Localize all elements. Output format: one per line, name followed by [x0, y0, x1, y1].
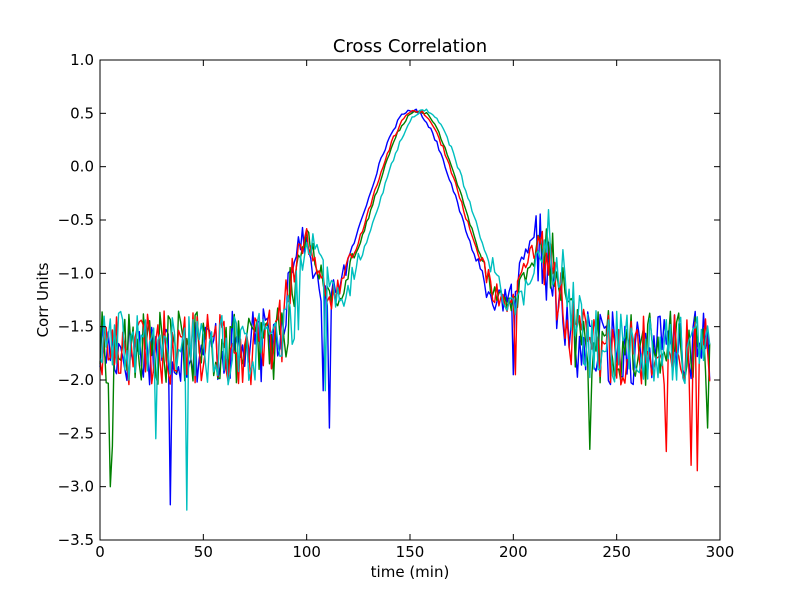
x-tick-label: 200	[499, 543, 528, 561]
x-axis-label: time (min)	[371, 563, 450, 581]
x-tick-label: 250	[602, 543, 631, 561]
y-axis-label: Corr Units	[34, 262, 52, 337]
y-tick-label: −3.5	[58, 531, 94, 549]
y-tick-label: −3.0	[58, 478, 94, 496]
y-tick-label: −1.0	[58, 264, 94, 282]
x-tick-label: 300	[706, 543, 735, 561]
axes-background	[100, 60, 720, 540]
y-tick-label: −2.5	[58, 424, 94, 442]
series-line-4	[99, 108, 711, 511]
y-tick-label: 0.5	[70, 104, 94, 122]
y-tick-label: 1.0	[70, 51, 94, 69]
series-layer	[99, 108, 711, 511]
x-axis-ticks: 0 50 100 150 200 250 300	[95, 60, 734, 561]
y-tick-label: −2.0	[58, 371, 94, 389]
y-tick-label: −1.5	[58, 318, 94, 336]
chart-title: Cross Correlation	[333, 36, 487, 57]
x-tick-label: 150	[396, 543, 425, 561]
x-tick-label: 50	[194, 543, 213, 561]
y-axis-ticks: 1.0 0.5 0.0 −0.5 −1.0 −1.5 −2.0 −2.5 −3.0 −3.5	[58, 51, 720, 549]
series-line-2	[99, 109, 711, 488]
plot-area: 0 50 100 150 200 250 300 1.0 0.5 0.0 −0.5 −1.0 −1.5…	[58, 51, 735, 561]
x-tick-label: 0	[95, 543, 105, 561]
y-tick-label: −0.5	[58, 211, 94, 229]
x-tick-label: 100	[292, 543, 321, 561]
y-tick-label: 0.0	[70, 158, 94, 176]
